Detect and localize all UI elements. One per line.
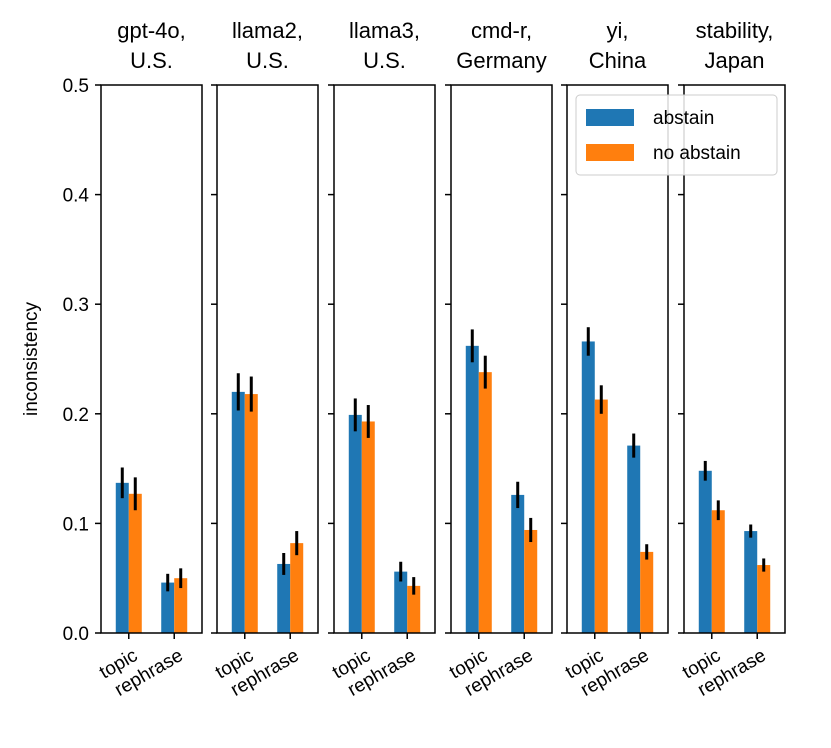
- panel-2-title-line2: U.S.: [363, 48, 406, 73]
- panel-1-title-line2: U.S.: [246, 48, 289, 73]
- panel-0-title-line2: U.S.: [130, 48, 173, 73]
- bar-5-no-abstain-topic: [711, 510, 725, 633]
- panel-1-frame: [216, 84, 319, 634]
- legend-swatch-no-abstain: [586, 144, 634, 161]
- legend-label-no-abstain: no abstain: [653, 143, 741, 164]
- ytick-label-3: 0.3: [63, 295, 89, 316]
- legend-label-abstain: abstain: [653, 108, 714, 129]
- panel-3-title-line2: Germany: [456, 48, 546, 73]
- bar-1-abstain-topic: [231, 391, 245, 633]
- bar-5-abstain-topic: [698, 470, 712, 633]
- ytick-label-2: 0.2: [63, 405, 89, 426]
- legend-swatch-abstain: [586, 109, 634, 126]
- bar-2-abstain-topic: [348, 414, 362, 633]
- bar-3-no-abstain-rephrase: [524, 529, 538, 633]
- panel-3-frame: [450, 84, 553, 634]
- bar-0-no-abstain-rephrase: [174, 578, 188, 633]
- panel-5-title-line2: Japan: [705, 48, 765, 73]
- panel-1-title-line1: llama2,: [232, 18, 303, 43]
- bar-3-no-abstain-topic: [478, 372, 492, 633]
- panel-5-title-line1: stability,: [696, 18, 774, 43]
- bar-4-no-abstain-rephrase: [640, 551, 654, 633]
- bar-0-abstain-topic: [115, 482, 129, 633]
- bar-5-abstain-rephrase: [744, 531, 758, 633]
- bar-2-no-abstain-rephrase: [407, 585, 421, 633]
- ytick-label-5: 0.5: [63, 76, 89, 97]
- bar-2-abstain-rephrase: [394, 571, 408, 633]
- bar-0-abstain-rephrase: [161, 582, 175, 633]
- panel-3-title-line1: cmd-r,: [471, 18, 532, 43]
- panel-4-title-line1: yi,: [607, 18, 629, 43]
- ytick-label-4: 0.4: [63, 186, 90, 207]
- bar-2-no-abstain-topic: [361, 421, 375, 633]
- bar-5-no-abstain-rephrase: [757, 565, 771, 633]
- bar-3-abstain-rephrase: [511, 494, 525, 633]
- ytick-label-1: 0.1: [63, 514, 89, 535]
- panel-5-frame: [683, 84, 786, 634]
- ytick-label-0: 0.0: [63, 624, 89, 645]
- panel-4-frame: [566, 84, 669, 634]
- panel-0-frame: [100, 84, 203, 634]
- y-axis-label: inconsistency: [21, 301, 42, 416]
- bar-0-no-abstain-topic: [128, 493, 142, 633]
- panel-0-title-line1: gpt-4o,: [117, 18, 186, 43]
- panel-4-title-line2: China: [589, 48, 647, 73]
- bar-1-no-abstain-rephrase: [290, 543, 304, 633]
- panel-2-frame: [333, 84, 436, 634]
- bar-1-no-abstain-topic: [244, 394, 258, 633]
- bar-1-abstain-rephrase: [277, 563, 291, 633]
- panel-2-title-line1: llama3,: [349, 18, 420, 43]
- bar-4-no-abstain-topic: [594, 399, 608, 633]
- bar-3-abstain-topic: [465, 345, 479, 633]
- bar-4-abstain-rephrase: [627, 445, 641, 633]
- bar-4-abstain-topic: [581, 341, 595, 633]
